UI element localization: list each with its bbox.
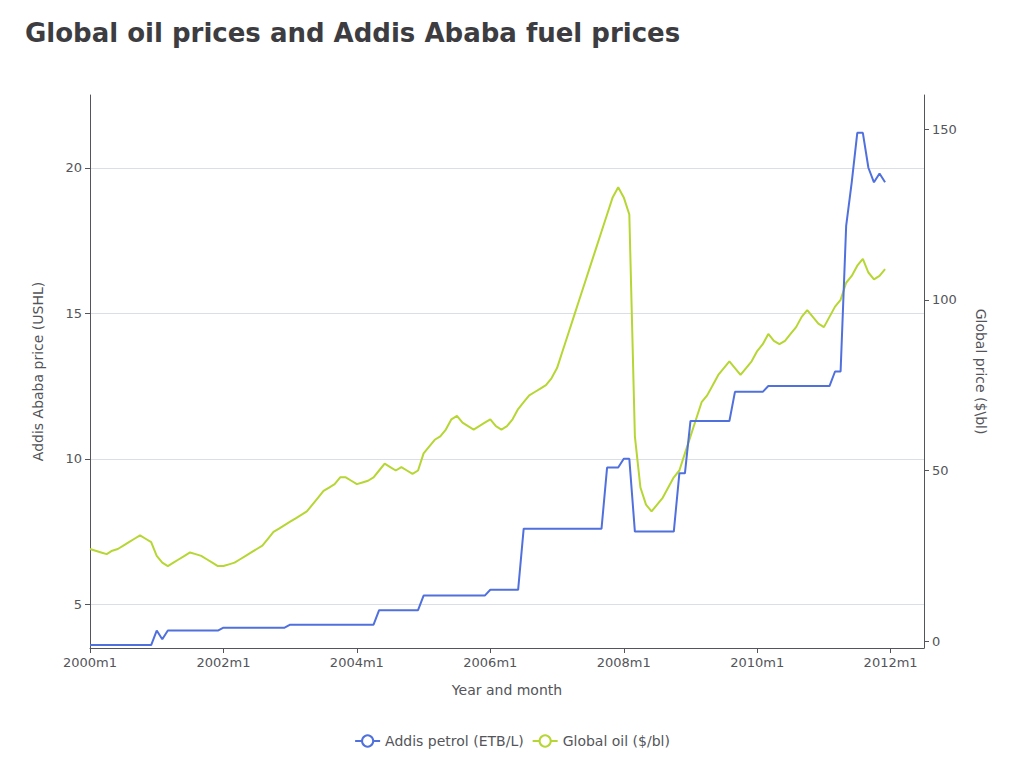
svg-text:Global price ($\bl): Global price ($\bl) (973, 309, 989, 435)
svg-text:2012m1: 2012m1 (864, 655, 918, 670)
svg-text:2000m1: 2000m1 (63, 655, 117, 670)
svg-text:Addis Ababa price (USHL): Addis Ababa price (USHL) (30, 282, 46, 461)
svg-text:5: 5 (74, 597, 82, 612)
svg-text:10: 10 (65, 451, 82, 466)
svg-text:2006m1: 2006m1 (463, 655, 517, 670)
svg-text:150: 150 (932, 122, 957, 137)
svg-text:20: 20 (65, 160, 82, 175)
svg-text:Global oil ($/bl): Global oil ($/bl) (563, 733, 670, 749)
svg-text:50: 50 (932, 463, 949, 478)
svg-text:Addis petrol (ETB/L): Addis petrol (ETB/L) (385, 733, 524, 749)
svg-text:Year and month: Year and month (451, 682, 562, 698)
svg-text:2004m1: 2004m1 (330, 655, 384, 670)
svg-text:2010m1: 2010m1 (730, 655, 784, 670)
svg-text:0: 0 (932, 634, 940, 649)
svg-text:2002m1: 2002m1 (196, 655, 250, 670)
svg-text:Global oil prices and Addis Ab: Global oil prices and Addis Ababa fuel p… (25, 18, 680, 48)
svg-text:2008m1: 2008m1 (597, 655, 651, 670)
svg-text:15: 15 (65, 306, 82, 321)
svg-text:100: 100 (932, 292, 957, 307)
